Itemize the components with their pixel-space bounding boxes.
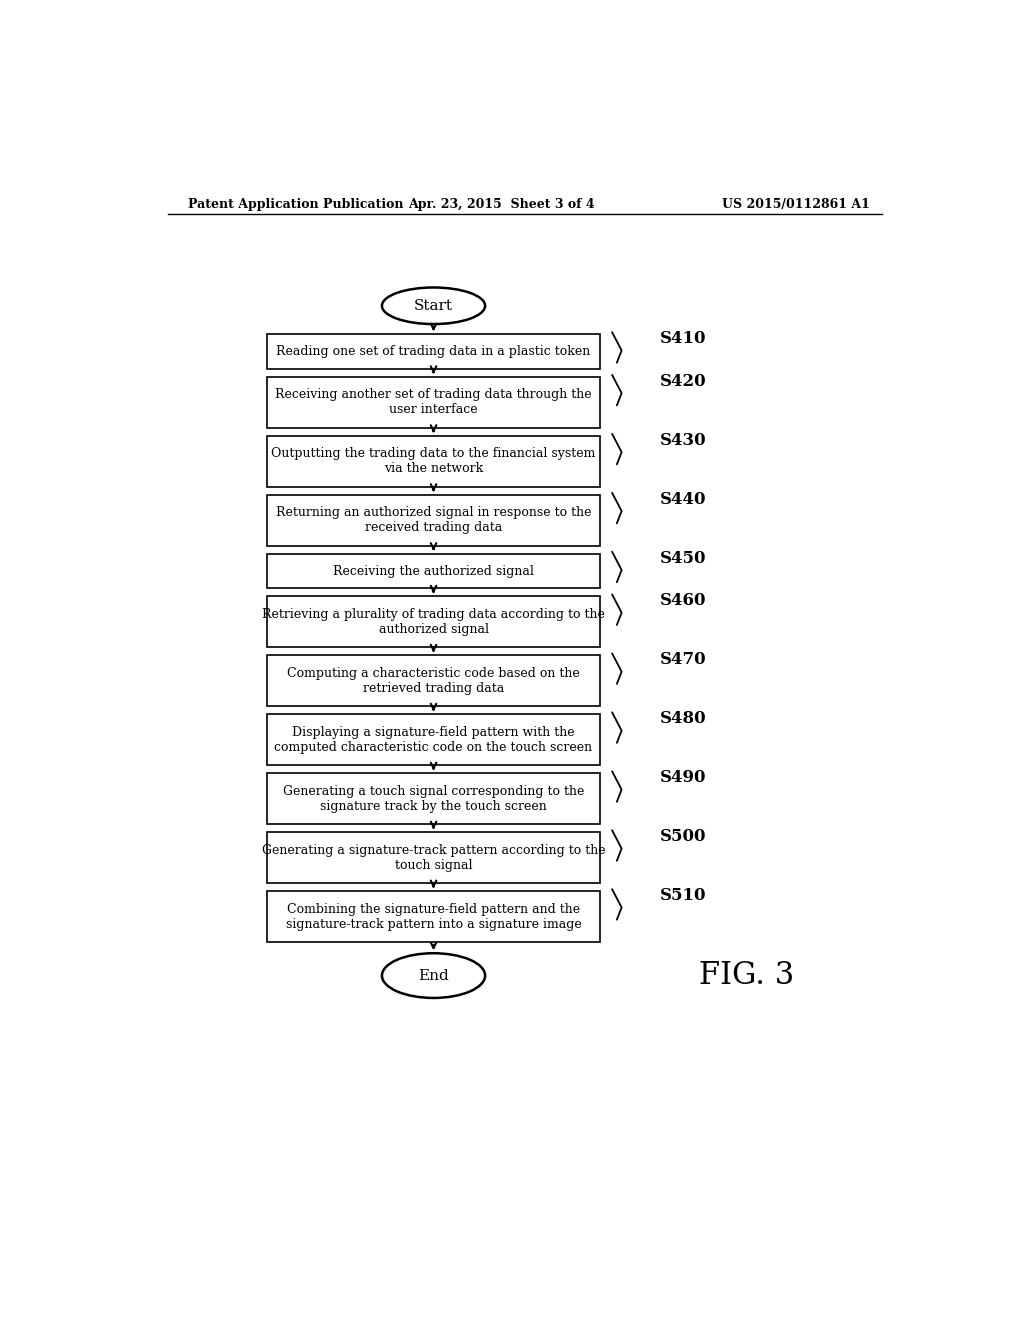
Text: Apr. 23, 2015  Sheet 3 of 4: Apr. 23, 2015 Sheet 3 of 4 xyxy=(408,198,594,211)
Text: Receiving the authorized signal: Receiving the authorized signal xyxy=(333,565,534,578)
FancyBboxPatch shape xyxy=(267,436,600,487)
FancyBboxPatch shape xyxy=(267,774,600,824)
Text: Retrieving a plurality of trading data according to the
authorized signal: Retrieving a plurality of trading data a… xyxy=(262,609,605,636)
FancyBboxPatch shape xyxy=(267,656,600,706)
Text: Returning an authorized signal in response to the
received trading data: Returning an authorized signal in respon… xyxy=(275,507,591,535)
FancyBboxPatch shape xyxy=(267,891,600,942)
Text: End: End xyxy=(418,969,449,982)
FancyBboxPatch shape xyxy=(267,378,600,428)
Text: Outputting the trading data to the financial system
via the network: Outputting the trading data to the finan… xyxy=(271,447,596,475)
FancyBboxPatch shape xyxy=(267,597,600,647)
Text: Combining the signature-field pattern and the
signature-track pattern into a sig: Combining the signature-field pattern an… xyxy=(286,903,582,931)
Text: S490: S490 xyxy=(659,770,707,787)
Text: Receiving another set of trading data through the
user interface: Receiving another set of trading data th… xyxy=(275,388,592,416)
Text: S420: S420 xyxy=(659,372,707,389)
Text: S500: S500 xyxy=(659,828,707,845)
Text: Patent Application Publication: Patent Application Publication xyxy=(187,198,403,211)
Text: US 2015/0112861 A1: US 2015/0112861 A1 xyxy=(722,198,870,211)
Text: S450: S450 xyxy=(659,549,707,566)
Text: S480: S480 xyxy=(659,710,707,727)
FancyBboxPatch shape xyxy=(267,334,600,368)
FancyBboxPatch shape xyxy=(267,554,600,589)
Text: S430: S430 xyxy=(659,432,707,449)
Text: Start: Start xyxy=(414,298,453,313)
Text: Computing a characteristic code based on the
retrieved trading data: Computing a characteristic code based on… xyxy=(287,667,580,694)
Text: Reading one set of trading data in a plastic token: Reading one set of trading data in a pla… xyxy=(276,345,591,358)
Text: S470: S470 xyxy=(659,651,707,668)
FancyBboxPatch shape xyxy=(267,495,600,545)
FancyBboxPatch shape xyxy=(267,833,600,883)
Text: S410: S410 xyxy=(659,330,707,347)
Text: Generating a touch signal corresponding to the
signature track by the touch scre: Generating a touch signal corresponding … xyxy=(283,784,585,813)
Text: S440: S440 xyxy=(659,491,707,508)
Text: S460: S460 xyxy=(659,593,707,610)
Text: FIG. 3: FIG. 3 xyxy=(699,960,795,991)
Text: S510: S510 xyxy=(659,887,707,904)
FancyBboxPatch shape xyxy=(267,714,600,766)
Text: Displaying a signature-field pattern with the
computed characteristic code on th: Displaying a signature-field pattern wit… xyxy=(274,726,593,754)
Text: Generating a signature-track pattern according to the
touch signal: Generating a signature-track pattern acc… xyxy=(262,843,605,871)
